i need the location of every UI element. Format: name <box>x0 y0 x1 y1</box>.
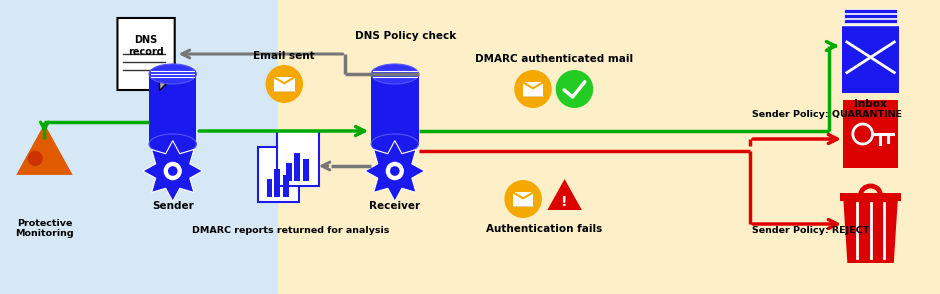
Ellipse shape <box>371 134 418 154</box>
Circle shape <box>514 70 552 108</box>
Bar <box>278 0 928 294</box>
Bar <box>258 146 299 201</box>
Bar <box>844 19 897 23</box>
Bar <box>523 82 543 96</box>
Text: Email sent: Email sent <box>254 51 315 61</box>
Circle shape <box>556 70 593 108</box>
Ellipse shape <box>149 134 196 154</box>
Bar <box>842 25 900 93</box>
Text: Authentication fails: Authentication fails <box>486 224 602 234</box>
Circle shape <box>27 151 43 166</box>
Polygon shape <box>843 201 898 263</box>
Bar <box>0 0 278 294</box>
Bar <box>287 163 292 181</box>
Bar <box>843 100 898 110</box>
Bar <box>274 77 294 91</box>
Ellipse shape <box>371 64 418 84</box>
Polygon shape <box>16 124 72 175</box>
Text: Sender Policy: REJECT: Sender Policy: REJECT <box>752 226 870 235</box>
Text: DMARC authenticated mail: DMARC authenticated mail <box>475 54 633 64</box>
Circle shape <box>168 166 178 176</box>
Bar <box>267 178 273 196</box>
Polygon shape <box>118 18 175 90</box>
Bar <box>277 131 319 186</box>
Bar <box>149 74 196 144</box>
Text: Sender Policy: QUARANTINE: Sender Policy: QUARANTINE <box>752 110 902 119</box>
Circle shape <box>505 180 541 218</box>
Bar <box>294 153 300 181</box>
Text: DNS
record: DNS record <box>128 35 164 57</box>
Ellipse shape <box>149 64 196 84</box>
Polygon shape <box>159 74 175 90</box>
Bar <box>844 9 897 13</box>
Circle shape <box>164 162 181 180</box>
Bar <box>844 14 897 18</box>
Bar <box>513 192 534 206</box>
Circle shape <box>265 65 303 103</box>
Polygon shape <box>547 179 582 210</box>
Text: Protective
Monitoring: Protective Monitoring <box>15 219 73 238</box>
Text: Inbox: Inbox <box>854 99 887 109</box>
Bar <box>303 158 309 181</box>
Bar <box>840 193 901 201</box>
Polygon shape <box>143 141 203 201</box>
Circle shape <box>390 166 400 176</box>
Text: DNS Policy check: DNS Policy check <box>355 31 457 41</box>
Text: !: ! <box>561 195 568 209</box>
Bar <box>843 110 898 168</box>
Text: Sender: Sender <box>152 201 194 211</box>
Circle shape <box>385 162 404 180</box>
Bar <box>274 168 280 196</box>
Bar <box>283 175 290 196</box>
Text: DMARC reports returned for analysis: DMARC reports returned for analysis <box>193 226 390 235</box>
Text: Receiver: Receiver <box>369 201 420 211</box>
Bar <box>371 74 418 144</box>
Polygon shape <box>365 141 425 201</box>
